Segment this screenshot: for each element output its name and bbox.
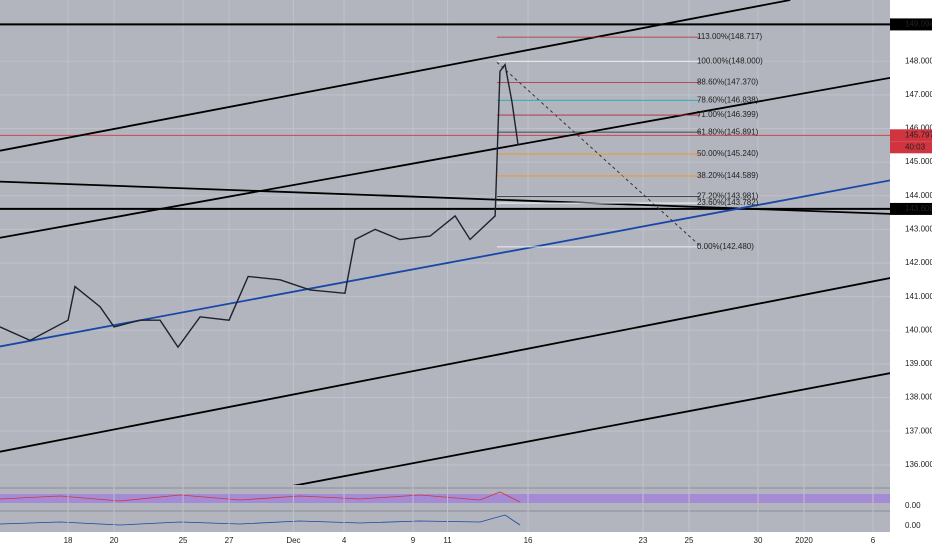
x-tick-label: 25 — [685, 536, 694, 545]
fib-label: 71.00%(146.399) — [697, 110, 759, 119]
x-tick-label: 16 — [524, 536, 533, 545]
fib-label: 100.00%(148.000) — [697, 56, 763, 65]
trend-line — [0, 76, 890, 239]
y-tick-label: 147.000 — [905, 90, 932, 99]
fib-label: 27.20%(143.981) — [697, 191, 759, 200]
price-axis — [890, 0, 932, 550]
y-tick-label: 146.000 — [905, 124, 932, 133]
x-tick-label: 4 — [342, 536, 347, 545]
x-tick-label: 18 — [64, 536, 73, 545]
countdown-label: 40:03 — [905, 142, 926, 151]
countdown-tag — [890, 141, 932, 154]
x-tick-label: 25 — [179, 536, 188, 545]
panel-label: 0.00 — [905, 501, 921, 510]
x-tick-label: 11 — [443, 536, 452, 545]
price-tag-label: 145.797 — [905, 130, 932, 139]
trend-line — [0, 277, 890, 453]
fib-label: 50.00%(145.240) — [697, 149, 759, 158]
x-tick-label: 27 — [225, 536, 234, 545]
price-tag — [890, 18, 932, 31]
fib-label: 23.60%(143.782) — [697, 198, 759, 207]
x-tick-label: 2020 — [795, 536, 813, 545]
x-tick-label: 23 — [639, 536, 648, 545]
fib-label: 78.60%(146.838) — [697, 95, 759, 104]
drawings — [0, 0, 890, 485]
fib-label: 38.20%(144.589) — [697, 171, 759, 180]
y-tick-label: 148.000 — [905, 56, 932, 65]
dashed-line — [496, 61, 701, 247]
y-tick-label: 141.000 — [905, 292, 932, 301]
trend-line — [0, 0, 791, 152]
fib-label: 61.80%(145.891) — [697, 127, 759, 136]
y-tick-label: 145.000 — [905, 157, 932, 166]
y-tick-label: 138.000 — [905, 393, 932, 402]
y-tick-label: 143.000 — [905, 224, 932, 233]
price-tag-label: 143.608 — [905, 204, 932, 213]
panel-label: 0.00 — [905, 521, 921, 530]
y-tick-label: 144.000 — [905, 191, 932, 200]
x-tick-label: 20 — [110, 536, 119, 545]
y-tick-label: 142.000 — [905, 258, 932, 267]
y-tick-label: 139.000 — [905, 359, 932, 368]
trend-line — [292, 372, 890, 485]
plot-background — [0, 0, 890, 532]
fib-label: 88.60%(147.370) — [697, 78, 759, 87]
x-tick-label: 9 — [411, 536, 416, 545]
trend-line — [0, 179, 890, 348]
y-tick-label: 140.000 — [905, 325, 932, 334]
x-tick-label: Dec — [286, 536, 300, 545]
price-tag — [890, 129, 932, 142]
price-tag-label: 149.094 — [905, 20, 932, 29]
y-tick-label: 137.000 — [905, 426, 932, 435]
macd-line — [0, 514, 521, 526]
price-tag — [890, 202, 932, 215]
x-tick-label: 30 — [754, 536, 763, 545]
y-tick-label: 136.000 — [905, 460, 932, 469]
rsi-band — [0, 494, 890, 503]
rsi-line — [0, 491, 521, 503]
x-tick-label: 6 — [871, 536, 876, 545]
fib-label: 113.00%(148.717) — [697, 32, 763, 41]
time-axis — [0, 532, 890, 550]
price-series — [0, 62, 519, 349]
fib-label: 0.00%(142.480) — [697, 242, 754, 251]
